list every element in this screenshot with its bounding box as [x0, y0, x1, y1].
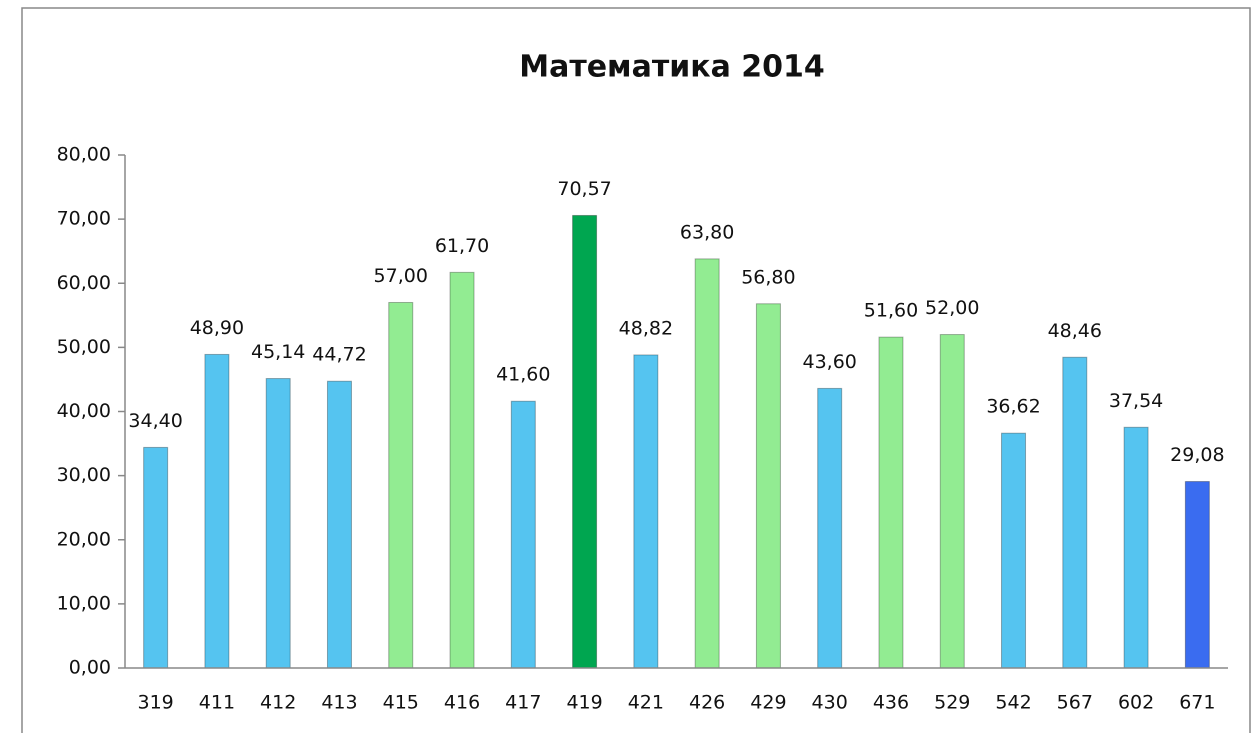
data-label: 48,46: [1048, 320, 1102, 342]
bar: [449, 271, 475, 669]
bar: [1123, 426, 1149, 669]
x-tick-label: 415: [383, 692, 419, 714]
data-label: 56,80: [741, 266, 795, 288]
x-tick-label: 319: [138, 692, 174, 714]
x-tick-label: 419: [566, 692, 602, 714]
bar: [388, 301, 414, 669]
data-label: 44,72: [312, 344, 366, 366]
data-label: 48,82: [619, 317, 673, 339]
bar: [878, 336, 904, 669]
x-tick-label: 671: [1179, 692, 1215, 714]
x-tick-label: 436: [873, 692, 909, 714]
bar: [1184, 481, 1210, 669]
data-label: 43,60: [802, 351, 856, 373]
data-label: 61,70: [435, 235, 489, 257]
data-label: 52,00: [925, 297, 979, 319]
bar: [204, 353, 230, 669]
y-tick-label: 80,00: [57, 144, 111, 166]
data-label: 41,60: [496, 364, 550, 386]
data-label: 36,62: [986, 396, 1040, 418]
x-tick-label: 567: [1057, 692, 1093, 714]
chart-frame: [21, 7, 1251, 733]
x-tick-label: 426: [689, 692, 725, 714]
chart-title: Математика 2014: [519, 50, 825, 85]
bar: [265, 378, 291, 669]
bar: [694, 258, 720, 669]
data-label: 37,54: [1109, 390, 1163, 412]
y-tick-label: 0,00: [69, 657, 111, 679]
x-tick-label: 429: [750, 692, 786, 714]
bar: [817, 387, 843, 669]
x-tick-label: 416: [444, 692, 480, 714]
x-tick-label: 413: [321, 692, 357, 714]
y-tick-label: 40,00: [57, 400, 111, 422]
data-label: 29,08: [1170, 444, 1224, 466]
x-tick-label: 542: [995, 692, 1031, 714]
bar: [510, 400, 536, 669]
bar: [633, 354, 659, 669]
data-label: 57,00: [374, 265, 428, 287]
y-tick-label: 20,00: [57, 528, 111, 550]
y-tick-label: 70,00: [57, 208, 111, 230]
bar: [939, 334, 965, 669]
bar: [755, 303, 781, 669]
y-tick-label: 10,00: [57, 592, 111, 614]
x-tick-label: 430: [812, 692, 848, 714]
y-tick-label: 50,00: [57, 336, 111, 358]
data-label: 51,60: [864, 300, 918, 322]
y-tick-label: 30,00: [57, 464, 111, 486]
x-tick-label: 417: [505, 692, 541, 714]
x-tick-label: 529: [934, 692, 970, 714]
bar: [1001, 432, 1027, 669]
bar: [326, 380, 352, 669]
data-label: 63,80: [680, 221, 734, 243]
x-tick-label: 421: [628, 692, 664, 714]
x-tick-label: 602: [1118, 692, 1154, 714]
y-tick-label: 60,00: [57, 272, 111, 294]
bar: [572, 214, 598, 669]
data-label: 34,40: [128, 410, 182, 432]
x-tick-label: 411: [199, 692, 235, 714]
data-label: 45,14: [251, 341, 305, 363]
data-label: 48,90: [190, 317, 244, 339]
bar: [143, 446, 169, 669]
data-label: 70,57: [557, 178, 611, 200]
x-tick-label: 412: [260, 692, 296, 714]
bar: [1062, 356, 1088, 669]
